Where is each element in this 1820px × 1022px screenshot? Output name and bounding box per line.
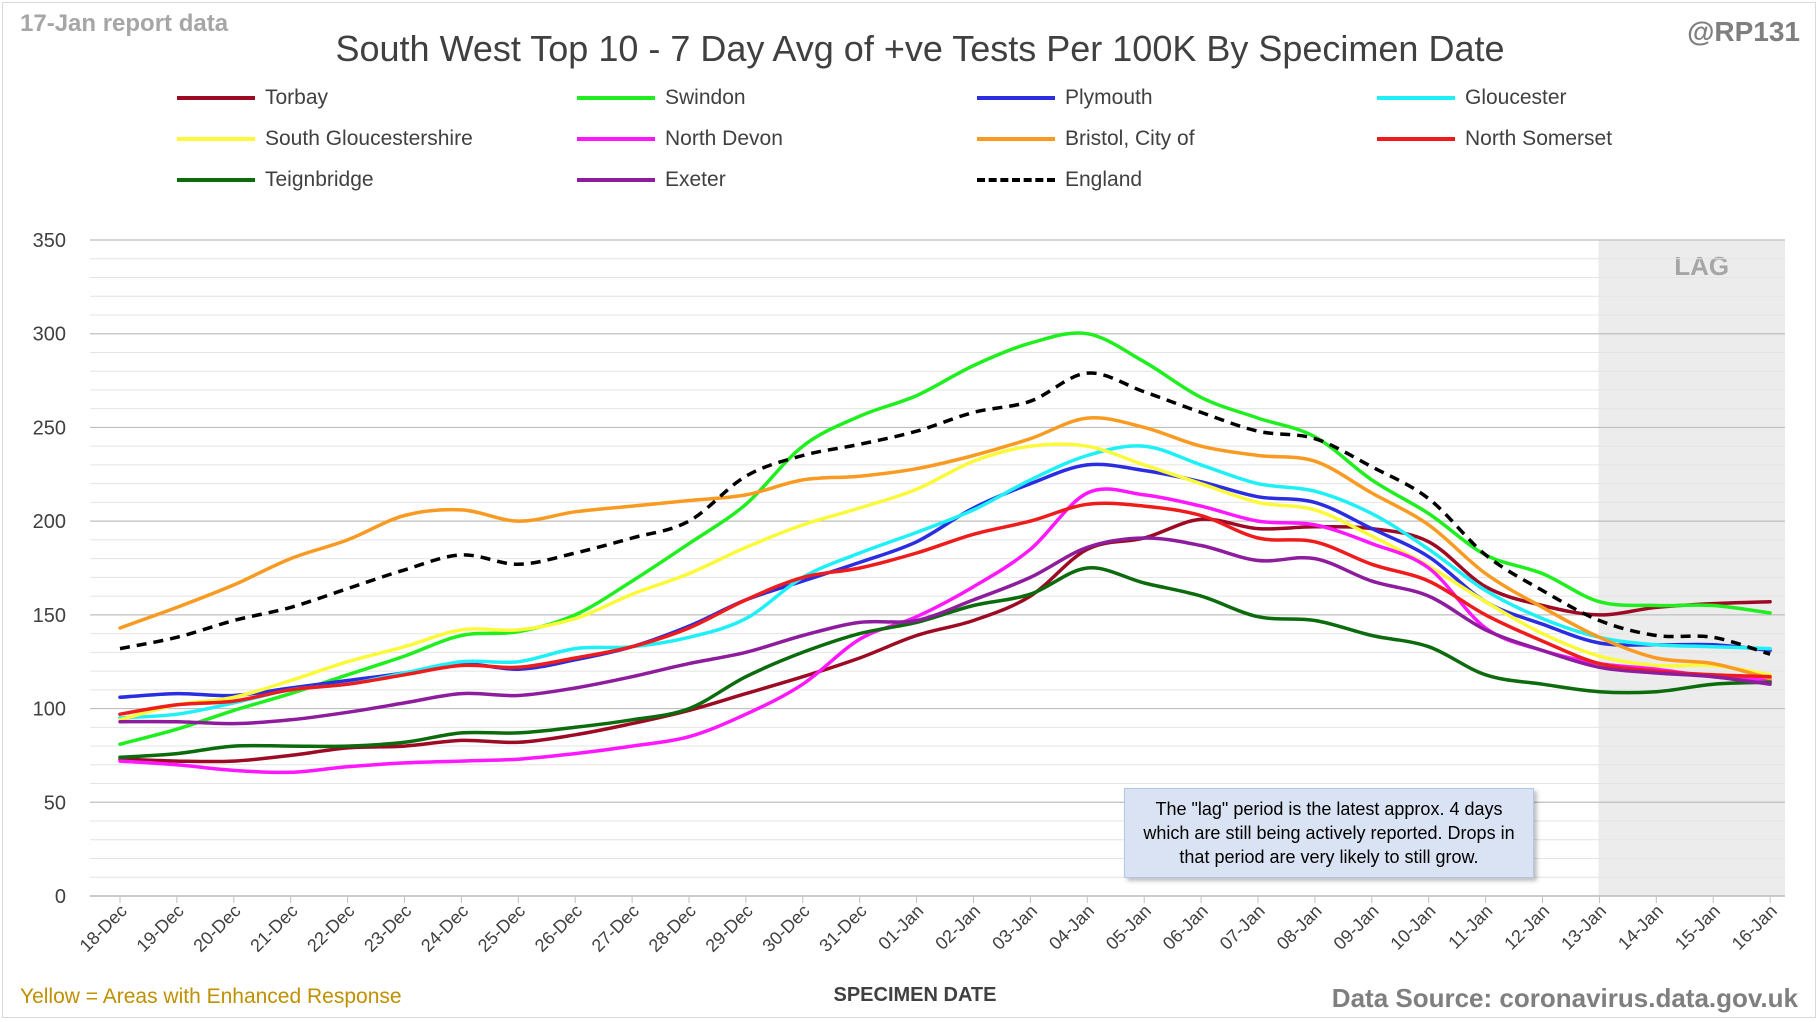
legend-label: North Devon — [665, 127, 783, 150]
series-line-torbay — [118, 517, 1772, 764]
x-tick-label: 31-Dec — [815, 901, 870, 956]
x-tick-label: 30-Dec — [758, 901, 813, 956]
lag-note: The "lag" period is the latest approx. 4… — [1124, 788, 1534, 878]
legend-swatch — [577, 178, 655, 182]
legend-item: Gloucester — [1377, 83, 1567, 113]
y-tick-label: 300 — [33, 324, 66, 346]
legend-swatch — [1377, 137, 1455, 141]
legend-item: Swindon — [577, 83, 746, 113]
x-tick-label: 08-Jan — [1273, 901, 1326, 954]
x-tick-label: 27-Dec — [588, 901, 643, 956]
x-tick-label: 02-Jan — [931, 901, 984, 954]
legend-item: South Gloucestershire — [177, 124, 473, 154]
legend-item: North Devon — [577, 124, 783, 154]
x-tick-label: 10-Jan — [1386, 901, 1439, 954]
legend-swatch — [577, 96, 655, 100]
legend-swatch — [577, 137, 655, 141]
lag-region — [1598, 240, 1785, 896]
legend-item: Bristol, City of — [977, 124, 1195, 154]
legend-label: Teignbridge — [265, 168, 374, 191]
x-tick-label: 20-Dec — [189, 901, 244, 956]
legend-label: Exeter — [665, 168, 726, 191]
y-tick-label: 50 — [44, 792, 66, 814]
x-tick-label: 23-Dec — [360, 901, 415, 956]
chart-title: South West Top 10 - 7 Day Avg of +ve Tes… — [335, 28, 1505, 69]
x-tick-label: 09-Jan — [1330, 901, 1383, 954]
legend-label: Gloucester — [1465, 86, 1567, 109]
legend-item: Plymouth — [977, 83, 1153, 113]
author-handle: @RP131 — [1687, 16, 1800, 47]
y-tick-label: 150 — [33, 605, 66, 627]
y-tick-label: 350 — [33, 230, 66, 252]
x-tick-label: 24-Dec — [417, 901, 472, 956]
legend-item: Exeter — [577, 165, 726, 195]
x-tick-label: 18-Dec — [76, 901, 131, 956]
report-date-label: 17-Jan report data — [20, 10, 229, 37]
x-tick-label: 19-Dec — [133, 901, 188, 956]
x-tick-label: 05-Jan — [1102, 901, 1155, 954]
legend-swatch — [177, 137, 255, 141]
legend-swatch — [1377, 96, 1455, 100]
legend-swatch — [177, 178, 255, 182]
legend-item: England — [977, 165, 1142, 195]
series-line-south-gloucestershire — [118, 442, 1772, 722]
series-line-bristol-city-of — [118, 416, 1772, 681]
x-tick-label: 26-Dec — [531, 901, 586, 956]
legend-item: Teignbridge — [177, 165, 374, 195]
x-tick-label: 14-Jan — [1614, 901, 1667, 954]
series-line-gloucester — [118, 444, 1772, 720]
legend-label: England — [1065, 168, 1143, 191]
series-line-north-somerset — [118, 501, 1772, 716]
x-tick-label: 16-Jan — [1728, 901, 1781, 954]
series-line-england — [119, 371, 1771, 656]
x-tick-label: 04-Jan — [1045, 901, 1098, 954]
series-line-teignbridge — [118, 566, 1772, 760]
y-tick-label: 100 — [33, 699, 66, 721]
x-tick-label: 13-Jan — [1557, 901, 1610, 954]
x-tick-label: 28-Dec — [645, 901, 700, 956]
legend-item: North Somerset — [1377, 124, 1612, 154]
x-tick-label: 21-Dec — [246, 901, 301, 956]
x-tick-label: 12-Jan — [1500, 901, 1553, 954]
legend-label: Swindon — [665, 86, 746, 109]
legend-swatch — [977, 96, 1055, 100]
x-tick-label: 03-Jan — [988, 901, 1041, 954]
legend-swatch — [977, 178, 1055, 182]
x-axis-label: SPECIMEN DATE — [833, 984, 997, 1006]
data-source: Data Source: coronavirus.data.gov.uk — [1331, 983, 1798, 1013]
legend-label: North Somerset — [1465, 127, 1613, 150]
y-tick-label: 200 — [33, 511, 66, 533]
legend-label: Torbay — [265, 86, 329, 109]
lag-label: LAG — [1674, 251, 1729, 281]
legend-swatch — [177, 96, 255, 100]
legend-swatch — [977, 137, 1055, 141]
legend-item: Torbay — [177, 83, 328, 113]
x-tick-label: 25-Dec — [474, 901, 529, 956]
series-line-exeter — [118, 536, 1772, 726]
legend-label: Plymouth — [1065, 86, 1153, 109]
y-tick-label: 0 — [55, 886, 66, 908]
legend-label: South Gloucestershire — [265, 127, 473, 150]
y-tick-label: 250 — [33, 417, 66, 439]
x-tick-label: 29-Dec — [702, 901, 757, 956]
x-tick-label: 06-Jan — [1159, 901, 1212, 954]
x-tick-label: 01-Jan — [874, 901, 927, 954]
x-tick-label: 07-Jan — [1216, 901, 1269, 954]
legend-label: Bristol, City of — [1065, 127, 1195, 150]
x-tick-label: 15-Jan — [1671, 901, 1724, 954]
x-tick-label: 22-Dec — [303, 901, 358, 956]
x-tick-label: 11-Jan — [1444, 901, 1496, 953]
enhanced-response-note: Yellow = Areas with Enhanced Response — [20, 985, 402, 1008]
